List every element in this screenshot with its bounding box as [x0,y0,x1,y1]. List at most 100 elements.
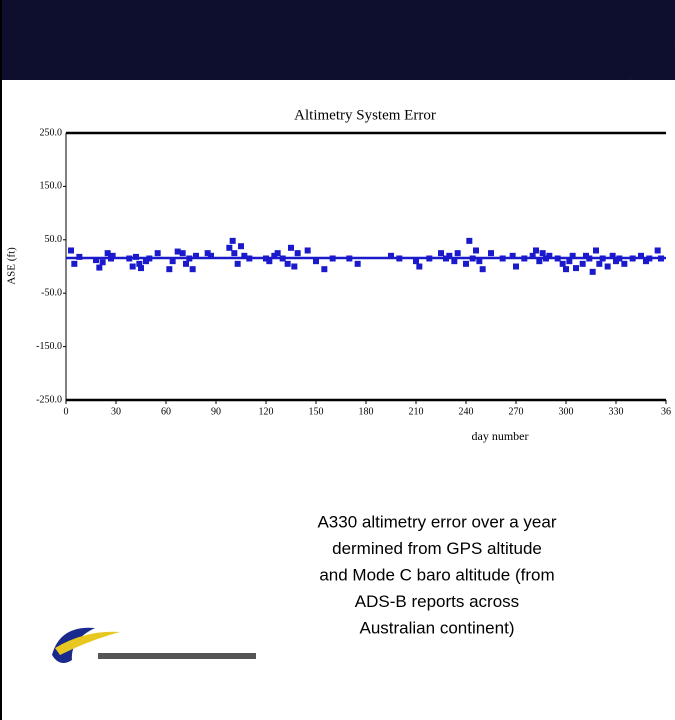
point [263,255,269,262]
point [629,255,636,262]
point [313,258,319,265]
point [473,247,479,254]
point [638,252,644,259]
point [179,250,186,257]
x-tick-label: 36 [661,406,671,417]
point [284,260,291,267]
point [274,250,281,257]
point [476,258,483,265]
x-tick-label: 240 [459,406,474,417]
point [146,255,153,262]
point [466,237,473,244]
point [279,255,286,262]
point [133,253,139,260]
point [454,250,461,257]
point [563,266,569,273]
point [68,247,74,254]
point [609,252,616,259]
point [246,255,253,262]
point [621,260,628,267]
point [126,255,133,262]
point [599,255,606,262]
point [189,266,196,273]
point [513,263,519,270]
point [546,252,553,259]
x-tick-label: 0 [64,406,69,417]
point [488,250,494,257]
point [294,250,301,257]
x-tick-label: 210 [409,406,424,417]
point [76,253,83,260]
logo-swoosh [55,631,120,655]
point [231,250,238,257]
point [579,260,586,267]
point [589,268,596,275]
point [229,237,236,244]
x-tick-label: 120 [259,406,274,417]
point [426,255,433,262]
point [288,244,294,251]
point [291,263,298,270]
caption-line: dermined from GPS altitude [332,539,542,558]
y-tick-label: 50.0 [45,234,63,245]
y-tick-label: -250.0 [36,394,62,405]
point [329,255,336,262]
point [154,250,161,257]
x-tick-label: 150 [309,406,324,417]
x-tick-label: 90 [211,406,221,417]
point [583,252,589,259]
point [104,250,111,257]
point [604,263,611,270]
point [573,265,579,272]
point [529,252,536,259]
y-tick-label: -50.0 [41,287,62,298]
point [208,252,214,259]
y-tick-label: 150.0 [40,181,63,192]
point [138,265,144,272]
point [183,260,189,267]
caption-line: ADS-B reports across [355,592,519,611]
point [446,252,453,259]
x-tick-label: 330 [609,406,624,417]
point [499,255,506,262]
point [71,260,78,267]
point [554,255,561,262]
logo [52,627,256,664]
x-tick-label: 180 [359,406,374,417]
point [586,255,593,262]
caption-line: Australian continent) [360,618,515,637]
point [596,260,603,267]
x-axis-label: day number [472,429,529,443]
y-axis-label: ASE (ft) [6,247,18,285]
point [613,258,619,265]
chart-title: Altimetry System Error [294,107,436,123]
point [569,252,576,259]
point [413,258,419,265]
logo-text-bar [98,653,256,659]
point [241,252,248,259]
point [443,255,449,262]
point [646,255,653,262]
y-tick-label: -150.0 [36,341,62,352]
point [174,248,181,255]
point [204,250,211,257]
point [354,260,361,267]
point [479,266,486,273]
point [166,266,173,273]
caption-line: and Mode C baro altitude (from [319,565,554,584]
point [593,247,599,254]
point [238,243,244,250]
point [539,250,546,257]
point [321,266,328,273]
x-tick-label: 60 [161,406,171,417]
point [234,260,241,267]
point [616,255,623,262]
point [346,255,353,262]
point [469,255,476,262]
point [521,255,528,262]
point [543,255,549,262]
point [396,255,403,262]
point [99,259,106,266]
point [143,258,149,265]
